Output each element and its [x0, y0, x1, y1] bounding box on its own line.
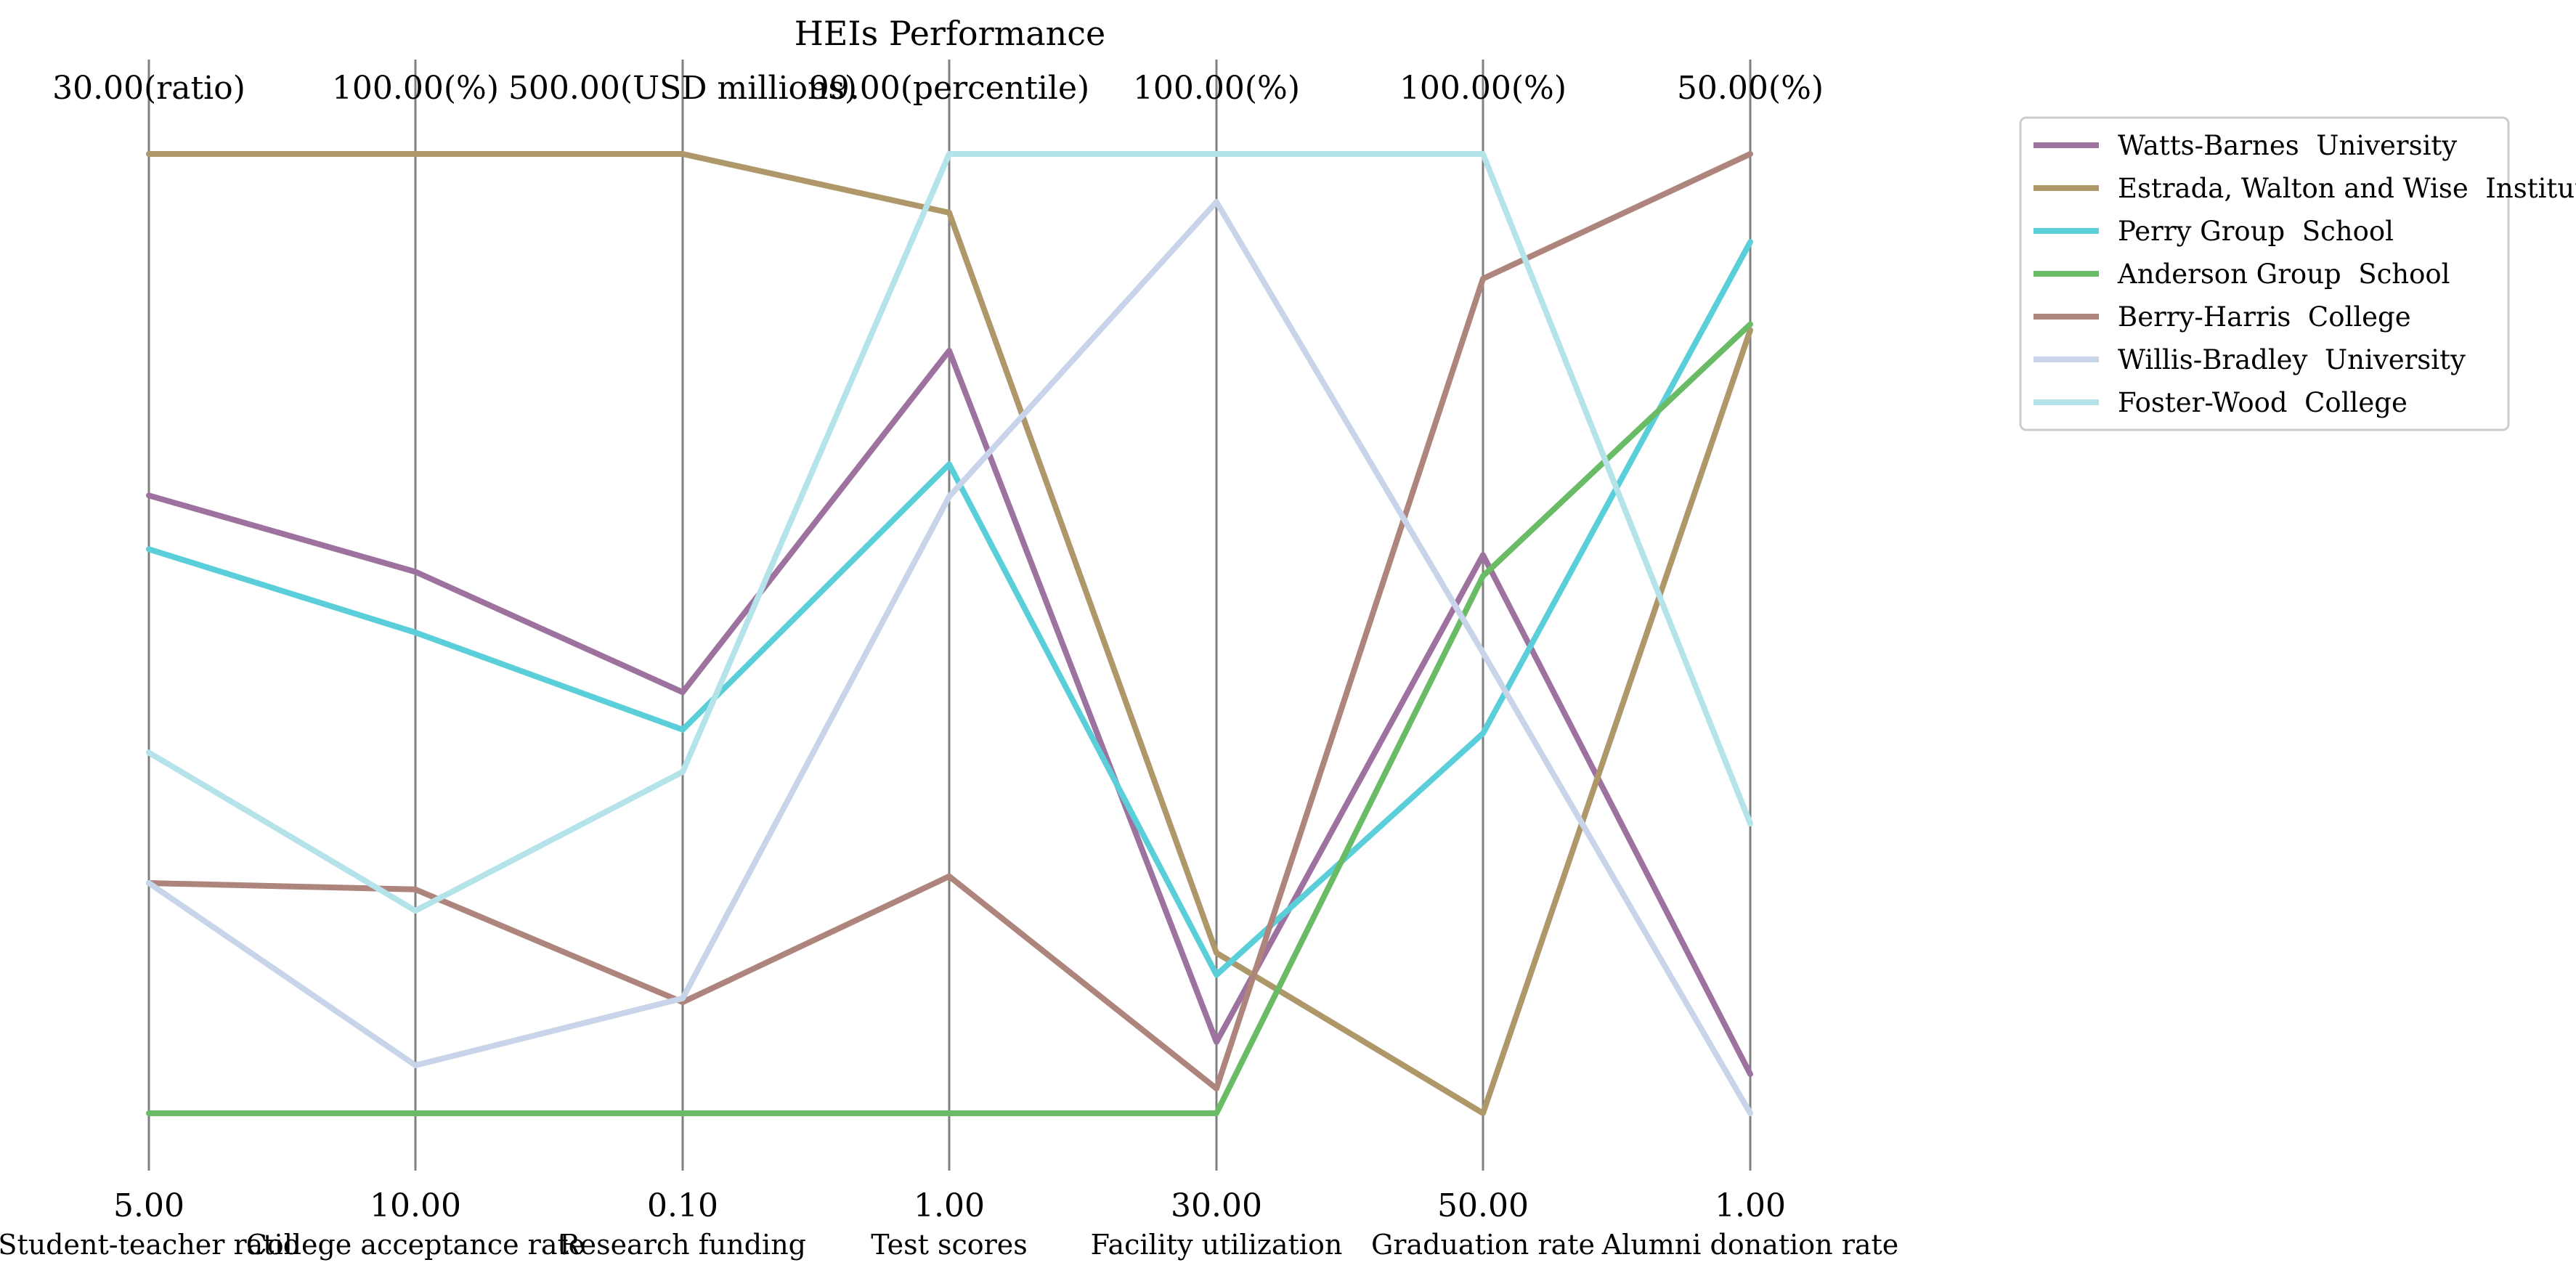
- axis-title-college-acceptance-rate: College acceptance rate: [246, 1229, 585, 1261]
- series-line-anderson-group-school: [146, 321, 1753, 1116]
- axis-title-student-teacher-ratio: Student-teacher ratio: [0, 1229, 300, 1261]
- axis-title-research-funding: Research funding: [559, 1229, 806, 1261]
- axis-title-test-scores: Test scores: [871, 1229, 1028, 1261]
- axis-max-label-college-acceptance-rate: 100.00(%): [332, 70, 499, 107]
- axis-min-label-alumni-donation-rate: 1.00: [1715, 1187, 1786, 1224]
- axis-min-label-facility-utilization: 30.00: [1171, 1187, 1262, 1224]
- legend: Watts-Barnes University Estrada, Walton a…: [2019, 116, 2576, 431]
- axis-min-label-student-teacher-ratio: 5.00: [113, 1187, 184, 1224]
- legend-box: [2019, 116, 2510, 431]
- legend-label-foster-wood-college: Foster-Wood College: [2118, 387, 2408, 418]
- axes-layer: 30.00(ratio) 5.00 Student-teacher ratio 100…: [0, 60, 1898, 1261]
- axis-max-label-test-scores: 99.00(percentile): [809, 70, 1089, 107]
- legend-label-willis-bradley-university: Willis-Bradley University: [2118, 344, 2466, 375]
- series-line-berry-harris-college: [146, 151, 1753, 1091]
- axis-title-graduation-rate: Graduation rate: [1371, 1229, 1595, 1261]
- axis-title-alumni-donation-rate: Alumni donation rate: [1601, 1229, 1899, 1261]
- axis-max-label-facility-utilization: 100.00(%): [1133, 70, 1300, 107]
- axis-min-label-college-acceptance-rate: 10.00: [370, 1187, 461, 1224]
- axis-max-label-graduation-rate: 100.00(%): [1399, 70, 1567, 107]
- legend-items: Watts-Barnes University Estrada, Walton a…: [2033, 130, 2576, 418]
- legend-label-berry-harris-college: Berry-Harris College: [2118, 301, 2411, 333]
- axis-title-facility-utilization: Facility utilization: [1091, 1229, 1343, 1261]
- series-lines-layer: [146, 151, 1753, 1116]
- series-line-perry-group-school: [146, 239, 1753, 978]
- series-line-foster-wood-college: [146, 151, 1753, 914]
- axis-max-label-research-funding: 500.00(USD millions): [508, 70, 857, 107]
- axis-min-label-research-funding: 0.10: [647, 1187, 718, 1224]
- chart-title: HEIs Performance: [795, 14, 1106, 53]
- axis-max-label-student-teacher-ratio: 30.00(ratio): [52, 70, 245, 107]
- legend-label-watts-barnes-university: Watts-Barnes University: [2118, 130, 2457, 161]
- legend-label-estrada-walton-and-wise-institute: Estrada, Walton and Wise Institute: [2118, 173, 2576, 204]
- axis-max-label-alumni-donation-rate: 50.00(%): [1677, 70, 1824, 107]
- axis-min-label-graduation-rate: 50.00: [1437, 1187, 1529, 1224]
- series-line-willis-bradley-university: [146, 199, 1753, 1116]
- series-line-watts-barnes-university: [146, 347, 1753, 1078]
- legend-label-anderson-group-school: Anderson Group School: [2117, 259, 2450, 290]
- axis-min-label-test-scores: 1.00: [914, 1187, 985, 1224]
- series-line-estrada-walton-and-wise-institute: [146, 151, 1753, 1116]
- legend-label-perry-group-school: Perry Group School: [2118, 216, 2394, 247]
